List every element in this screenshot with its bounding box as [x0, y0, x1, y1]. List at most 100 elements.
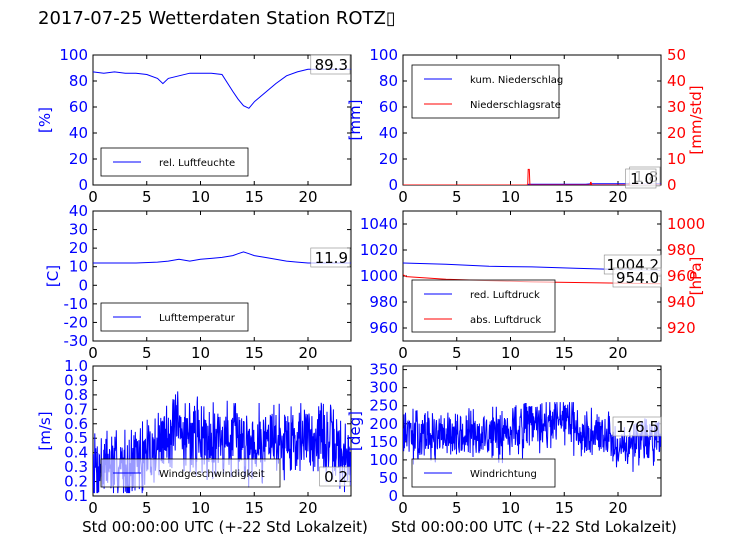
y-tick-label: 960	[369, 319, 398, 337]
x-tick-label: 5	[142, 499, 152, 517]
legend-entry: kum. Niederschlag	[470, 75, 563, 86]
y-tick-label: 980	[369, 293, 398, 311]
y-tick-label-right: 940	[667, 293, 696, 311]
y-tick-label: -30	[64, 332, 89, 350]
x-tick-label: 10	[191, 188, 210, 206]
x-tick-label: 5	[142, 188, 152, 206]
y-tick-label-right: 10	[667, 150, 686, 168]
x-tick-label: 0	[88, 344, 98, 362]
x-tick-label: 5	[452, 499, 462, 517]
y-tick-label-right: 50	[667, 46, 686, 64]
x-tick-label: 20	[608, 499, 627, 517]
x-tick-label: 20	[298, 188, 317, 206]
x-tick-label: 0	[88, 499, 98, 517]
x-tick-label: 10	[191, 344, 210, 362]
y-axis-label: [deg]	[346, 411, 364, 451]
y-tick-label: 0.7	[64, 400, 88, 418]
y-tick-label: 100	[59, 46, 88, 64]
y-tick-label: 40	[69, 202, 88, 220]
annotation-last-value: 89.3	[315, 56, 348, 74]
legend-box	[411, 64, 560, 119]
x-tick-label: 15	[555, 499, 574, 517]
y-tick-label-right: 40	[667, 72, 686, 90]
y-tick-label: 0.2	[64, 473, 88, 491]
legend-entry: Windgeschwindigkeit	[159, 469, 265, 480]
series-line-rel-luftfeuchte	[93, 68, 351, 109]
legend-entry: red. Luftdruck	[470, 290, 540, 301]
x-tick-label: 15	[245, 344, 264, 362]
x-tick-label: 0	[398, 188, 408, 206]
y-tick-label-right: 980	[667, 241, 696, 259]
x-tick-label: 10	[501, 499, 520, 517]
y-tick-label: 300	[369, 379, 398, 397]
y-tick-label-right: 30	[667, 98, 686, 116]
x-tick-label: 20	[298, 344, 317, 362]
plot-frame-temperature	[92, 210, 352, 342]
y-tick-label: 350	[369, 361, 398, 379]
x-tick-label: 0	[398, 499, 408, 517]
series-line-lufttemperatur	[93, 251, 351, 264]
y-tick-label: 1000	[360, 267, 398, 285]
y-tick-label: -10	[64, 295, 89, 313]
x-tick-label: 0	[398, 344, 408, 362]
y-tick-label: 150	[369, 433, 398, 451]
x-axis-label: Std 00:00:00 UTC (+-22 Std Lokalzeit)	[391, 518, 677, 536]
plot-area-humidity	[93, 68, 351, 109]
y-tick-label: 0	[388, 176, 398, 194]
y-tick-label: 50	[379, 469, 398, 487]
y-tick-label-right: 920	[667, 319, 696, 337]
y-tick-label-right: 20	[667, 124, 686, 142]
y-axis-label-right: [hPa]	[687, 257, 705, 296]
x-tick-label: 10	[501, 344, 520, 362]
y-axis-label: [m/s]	[36, 411, 54, 450]
annotation-last-value: 176.5	[616, 418, 659, 436]
x-tick-label: 15	[245, 499, 264, 517]
y-tick-label: 100	[369, 46, 398, 64]
y-tick-label: 60	[379, 98, 398, 116]
y-tick-label: 80	[69, 72, 88, 90]
y-tick-label: 1040	[360, 215, 398, 233]
plot-area-precip	[403, 168, 661, 185]
x-tick-label: 0	[88, 188, 98, 206]
y-axis-label: [%]	[36, 107, 54, 133]
legend-entry: abs. Luftdruck	[470, 315, 541, 326]
legend-entry: Lufttemperatur	[159, 313, 236, 324]
y-tick-label: 1020	[360, 241, 398, 259]
y-tick-label: 10	[69, 258, 88, 276]
series-line-niederschlagsrate	[403, 168, 661, 185]
y-tick-label: 0	[388, 487, 398, 505]
y-tick-label: 0.3	[64, 458, 88, 476]
y-tick-label-right: 0	[667, 176, 677, 194]
annotation-last-value: 11.9	[315, 249, 348, 267]
x-tick-label: 10	[501, 188, 520, 206]
y-tick-label: 80	[379, 72, 398, 90]
y-tick-label: 30	[69, 221, 88, 239]
annotation-last-value-box	[612, 416, 662, 437]
series-line-kum-niederschlag	[403, 183, 661, 185]
y-tick-label: 20	[379, 150, 398, 168]
y-tick-label: 0.8	[64, 386, 88, 404]
y-tick-label-right: 1000	[667, 215, 705, 233]
annotation-last-value-box	[310, 247, 351, 268]
x-tick-label: 20	[298, 499, 317, 517]
y-tick-label: 0.5	[64, 429, 88, 447]
y-axis-label: [mm]	[346, 100, 364, 141]
annotation-last-value-box	[310, 54, 351, 75]
annotation-last-value: 1.0	[630, 170, 654, 188]
y-tick-label: 60	[69, 98, 88, 116]
y-tick-label: 0.9	[64, 371, 88, 389]
y-tick-label: 40	[379, 124, 398, 142]
y-axis-label-right: [mm/std]	[687, 85, 705, 154]
y-tick-label: 250	[369, 397, 398, 415]
legend-entry: rel. Luftfeuchte	[159, 158, 235, 169]
y-tick-label: 0.4	[64, 444, 88, 462]
legend-entry: Niederschlagsrate	[470, 100, 561, 111]
x-tick-label: 5	[142, 344, 152, 362]
page-title: 2017-07-25 Wetterdaten Station ROTZ▯	[38, 8, 396, 29]
x-tick-label: 15	[555, 344, 574, 362]
annotation-last-value-abs: 954.0	[616, 269, 659, 287]
legend-entry: Windrichtung	[470, 469, 537, 480]
y-tick-label: 20	[69, 239, 88, 257]
y-tick-label: 0.1	[64, 487, 88, 505]
